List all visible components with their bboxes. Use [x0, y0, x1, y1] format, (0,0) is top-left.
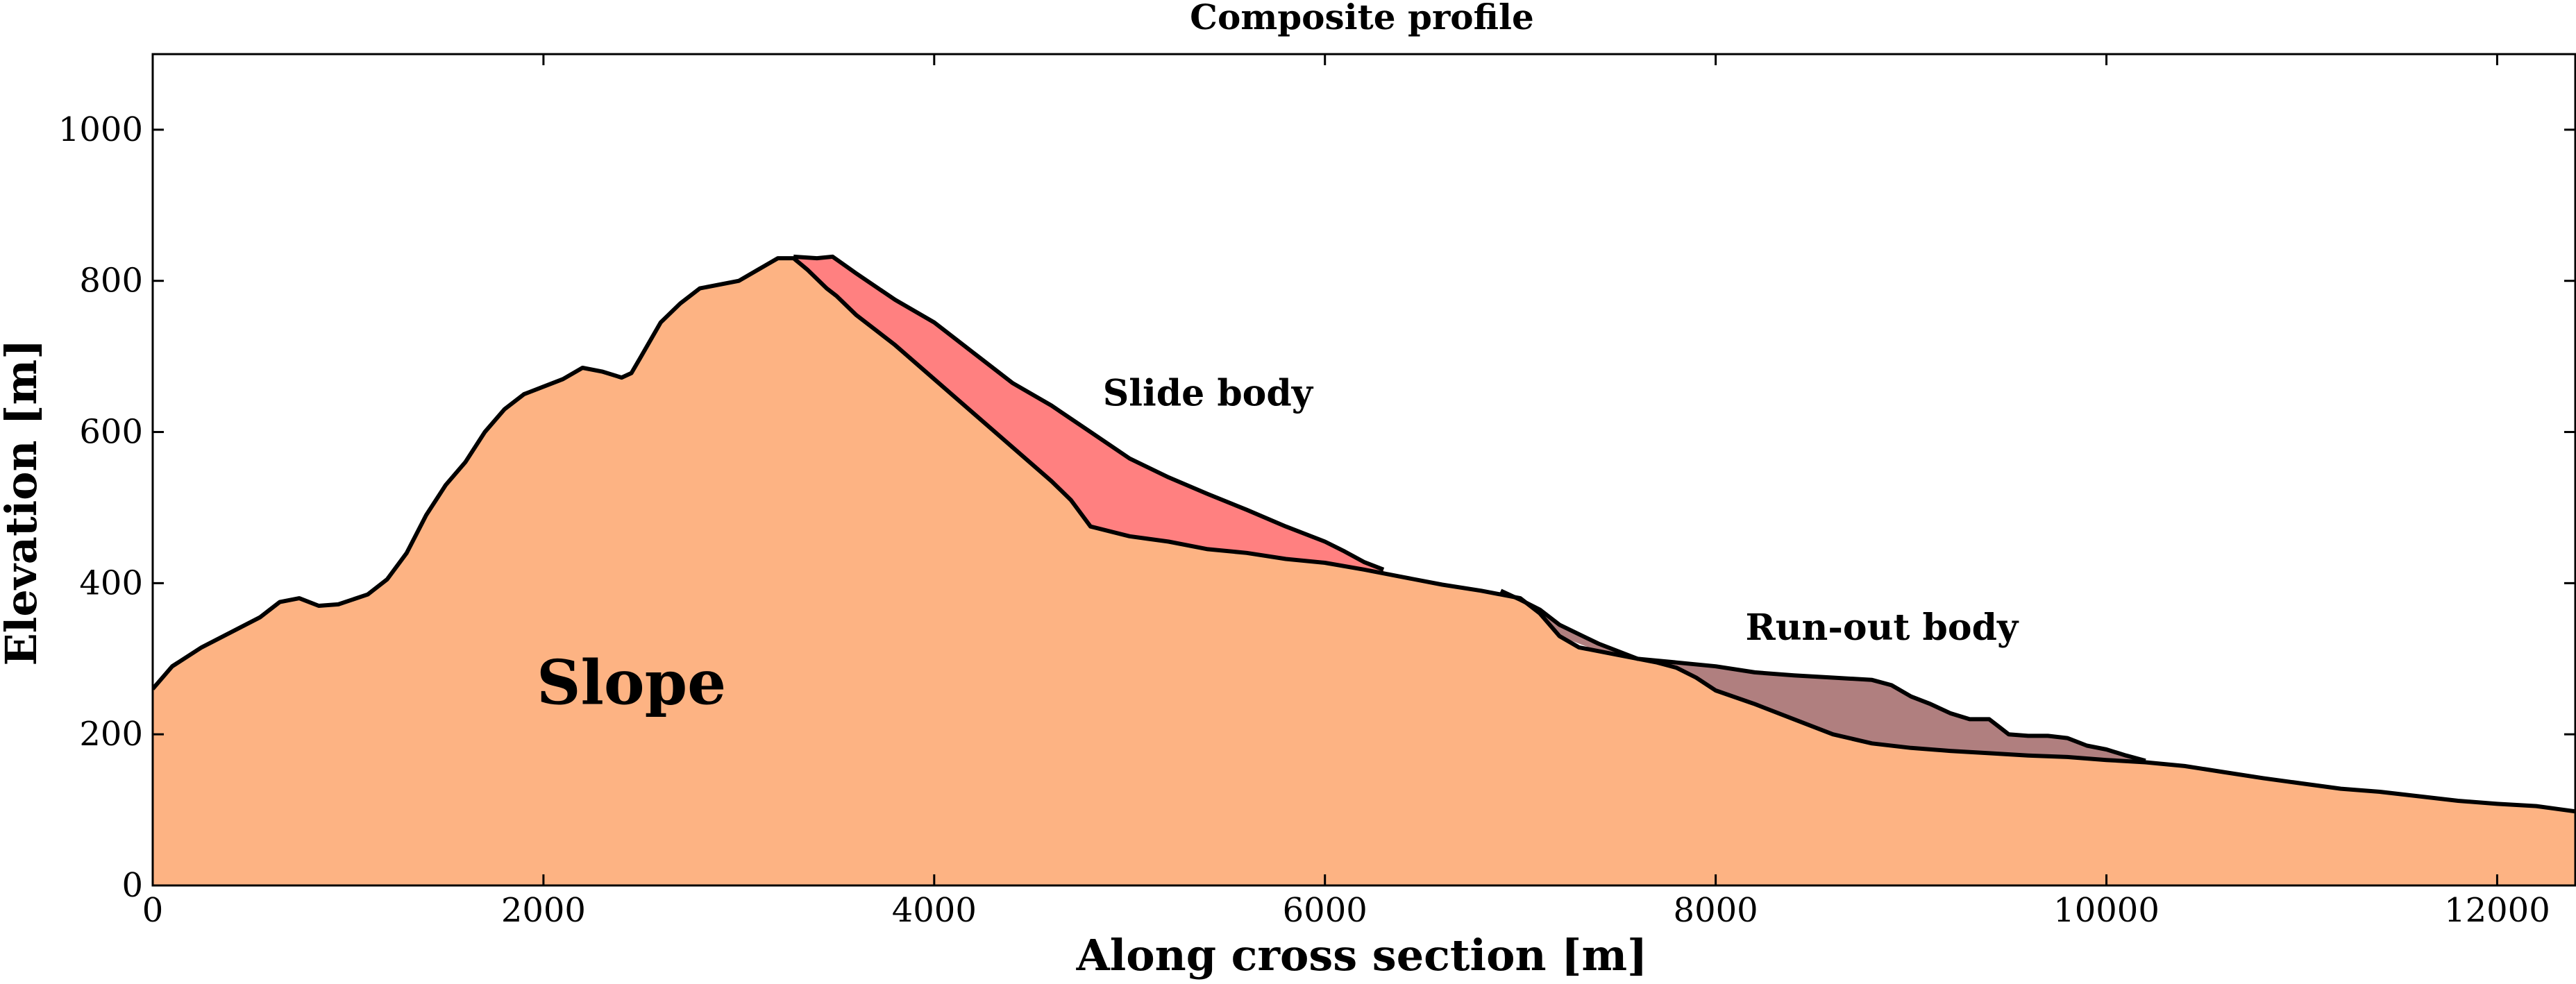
y-tick-label: 600 — [79, 413, 143, 452]
series-group — [153, 254, 2575, 885]
x-tick-label: 8000 — [1674, 891, 1758, 930]
slide-body-label: Slide body — [1103, 372, 1314, 414]
x-tick-label: 4000 — [892, 891, 977, 930]
x-tick-label: 6000 — [1283, 891, 1367, 930]
axes-frame — [151, 53, 2576, 887]
runout-body-outline — [1499, 588, 2146, 763]
slide-body-area — [793, 256, 1384, 574]
y-tick-label: 1000 — [58, 110, 143, 149]
x-tick-label: 2000 — [501, 891, 586, 930]
slope-label: Slope — [537, 647, 726, 719]
x-tick-label: 10000 — [2053, 891, 2160, 930]
y-tick-label: 0 — [121, 866, 143, 905]
x-tick-label: 12000 — [2444, 891, 2550, 930]
slide-body-outline — [793, 254, 1385, 572]
y-tick-label: 800 — [79, 262, 143, 300]
x-axis-label: Along cross section [m] — [1076, 930, 1648, 981]
y-tick-label: 400 — [79, 563, 143, 602]
slope-outline — [153, 256, 2575, 814]
runout-body-label: Run-out body — [1746, 606, 2019, 649]
chart-title: Composite profile — [1190, 0, 1534, 37]
slope-area — [153, 258, 2575, 885]
y-tick-label: 200 — [79, 715, 143, 754]
y-axis-label: Elevation [m] — [0, 339, 47, 666]
x-tick-label: 0 — [142, 891, 164, 930]
plot-area: 0 2000 4000 6000 8000 10000 12000 0 200 400 600 800… — [58, 53, 2576, 930]
